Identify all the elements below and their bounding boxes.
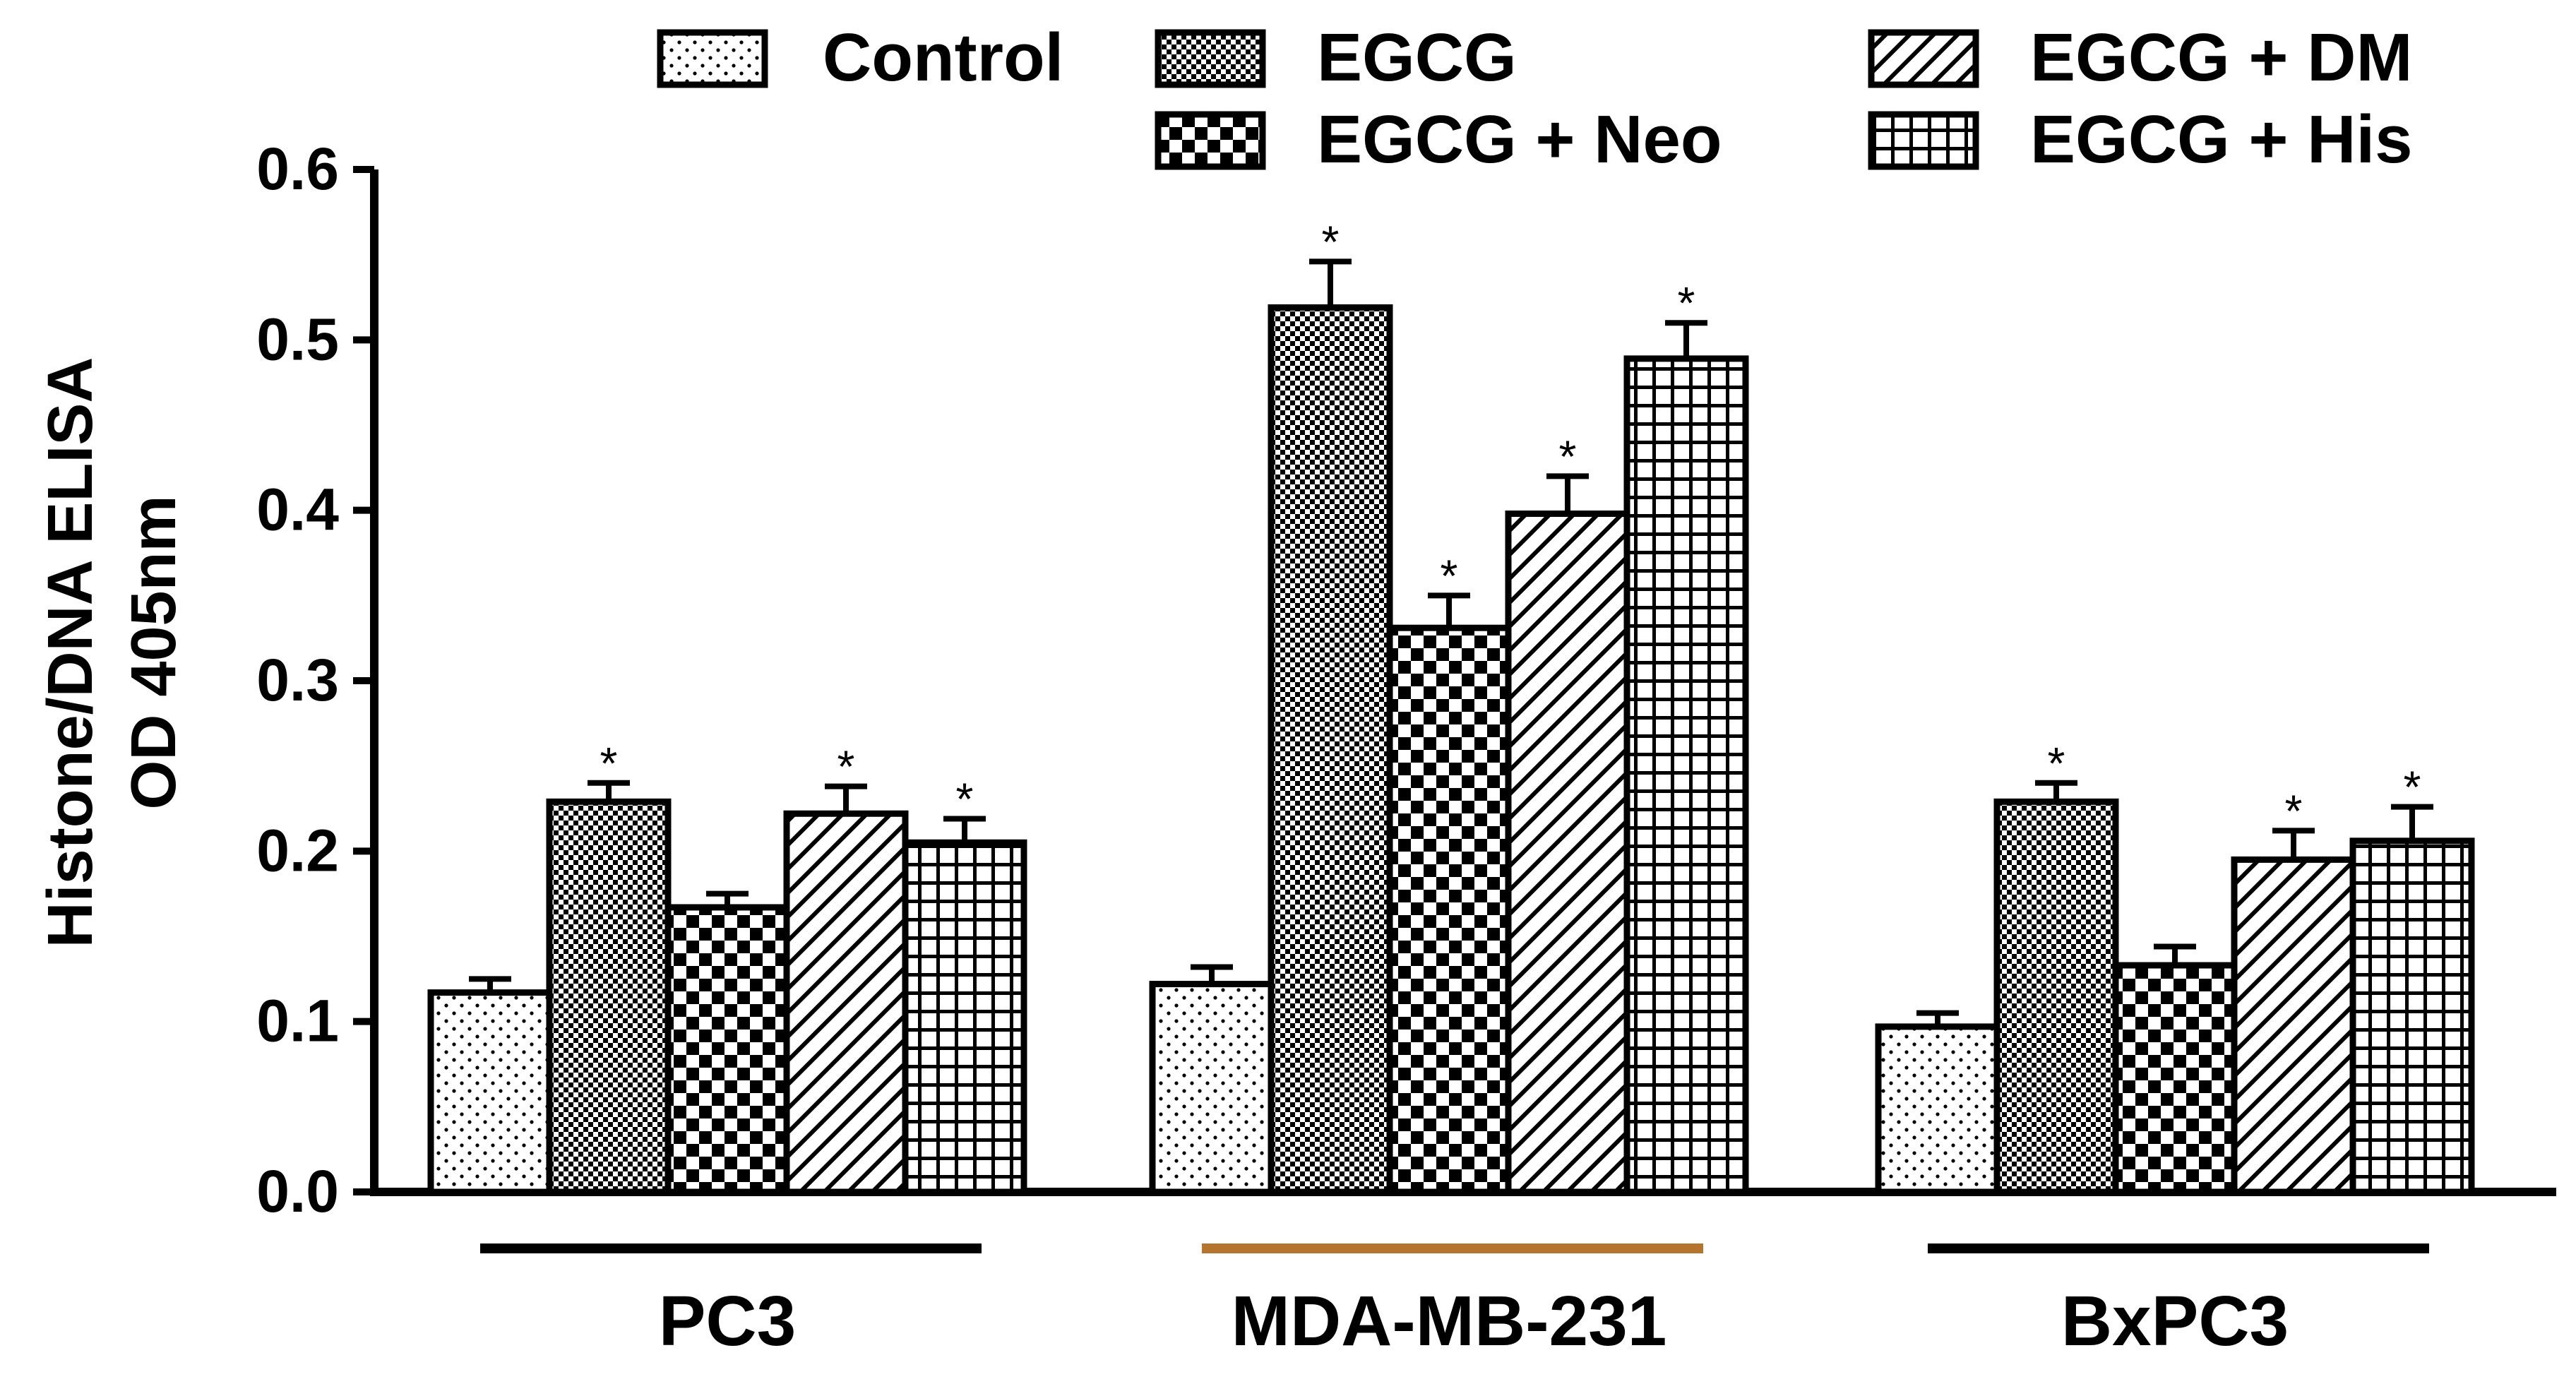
- labels: 0.0 0.1 0.2 0.3 0.4 0.5 0.6 Histone/DNA ELISA OD…: [35, 136, 2421, 1361]
- bar: [783, 810, 909, 1195]
- significance-marker: *: [1322, 216, 1340, 267]
- bar: [1268, 304, 1393, 1195]
- legend-label: EGCG: [1317, 20, 1517, 95]
- bar: [2112, 962, 2238, 1195]
- legend-swatch: [657, 29, 768, 88]
- significance-marker: *: [956, 773, 974, 824]
- significance-marker: *: [1678, 278, 1695, 328]
- significance-marker: *: [600, 738, 618, 789]
- bar: [1993, 798, 2119, 1195]
- bar: [664, 904, 790, 1195]
- significance-marker: *: [2048, 738, 2065, 789]
- bar: [1149, 981, 1275, 1195]
- y-tick-label: 0.0: [256, 1158, 339, 1224]
- y-tick-label: 0.2: [256, 817, 339, 883]
- y-tick-label: 0.4: [256, 477, 339, 543]
- bar: [1623, 355, 1749, 1195]
- bars: [427, 258, 2475, 1195]
- legend-label: EGCG + DM: [2030, 20, 2412, 95]
- y-tick-label: 0.1: [256, 988, 339, 1054]
- bar: [1505, 510, 1630, 1195]
- bar: [2231, 856, 2356, 1195]
- legend-label: Control: [823, 20, 1063, 95]
- bar: [427, 989, 553, 1195]
- y-axis-label: Histone/DNA ELISA: [35, 357, 106, 948]
- legend-label: EGCG + Neo: [1317, 102, 1722, 177]
- y-tick-label: 0.5: [256, 306, 339, 372]
- y-tick-label: 0.3: [256, 647, 339, 713]
- bar: [902, 839, 1027, 1195]
- category-label: MDA-MB-231: [1232, 1282, 1667, 1361]
- significance-marker: *: [2285, 785, 2303, 836]
- legend-label: EGCG + His: [2030, 102, 2413, 177]
- y-axis-label: OD 405nm: [119, 495, 189, 809]
- category-label: BxPC3: [2061, 1282, 2289, 1361]
- legend-swatch: [1155, 111, 1266, 170]
- bar: [2349, 837, 2475, 1195]
- significance-marker: *: [837, 741, 855, 792]
- legend-swatch: [1155, 29, 1266, 88]
- significance-marker: *: [1559, 431, 1577, 482]
- significance-marker: *: [2404, 762, 2421, 813]
- bar: [1386, 624, 1512, 1195]
- legend-swatch: [1868, 111, 1979, 170]
- y-tick-label: 0.6: [256, 136, 339, 202]
- significance-marker: *: [1441, 550, 1458, 601]
- bar: [546, 798, 672, 1195]
- bar: [1875, 1023, 2000, 1195]
- legend-swatch: [1868, 29, 1979, 88]
- category-label: PC3: [659, 1282, 797, 1361]
